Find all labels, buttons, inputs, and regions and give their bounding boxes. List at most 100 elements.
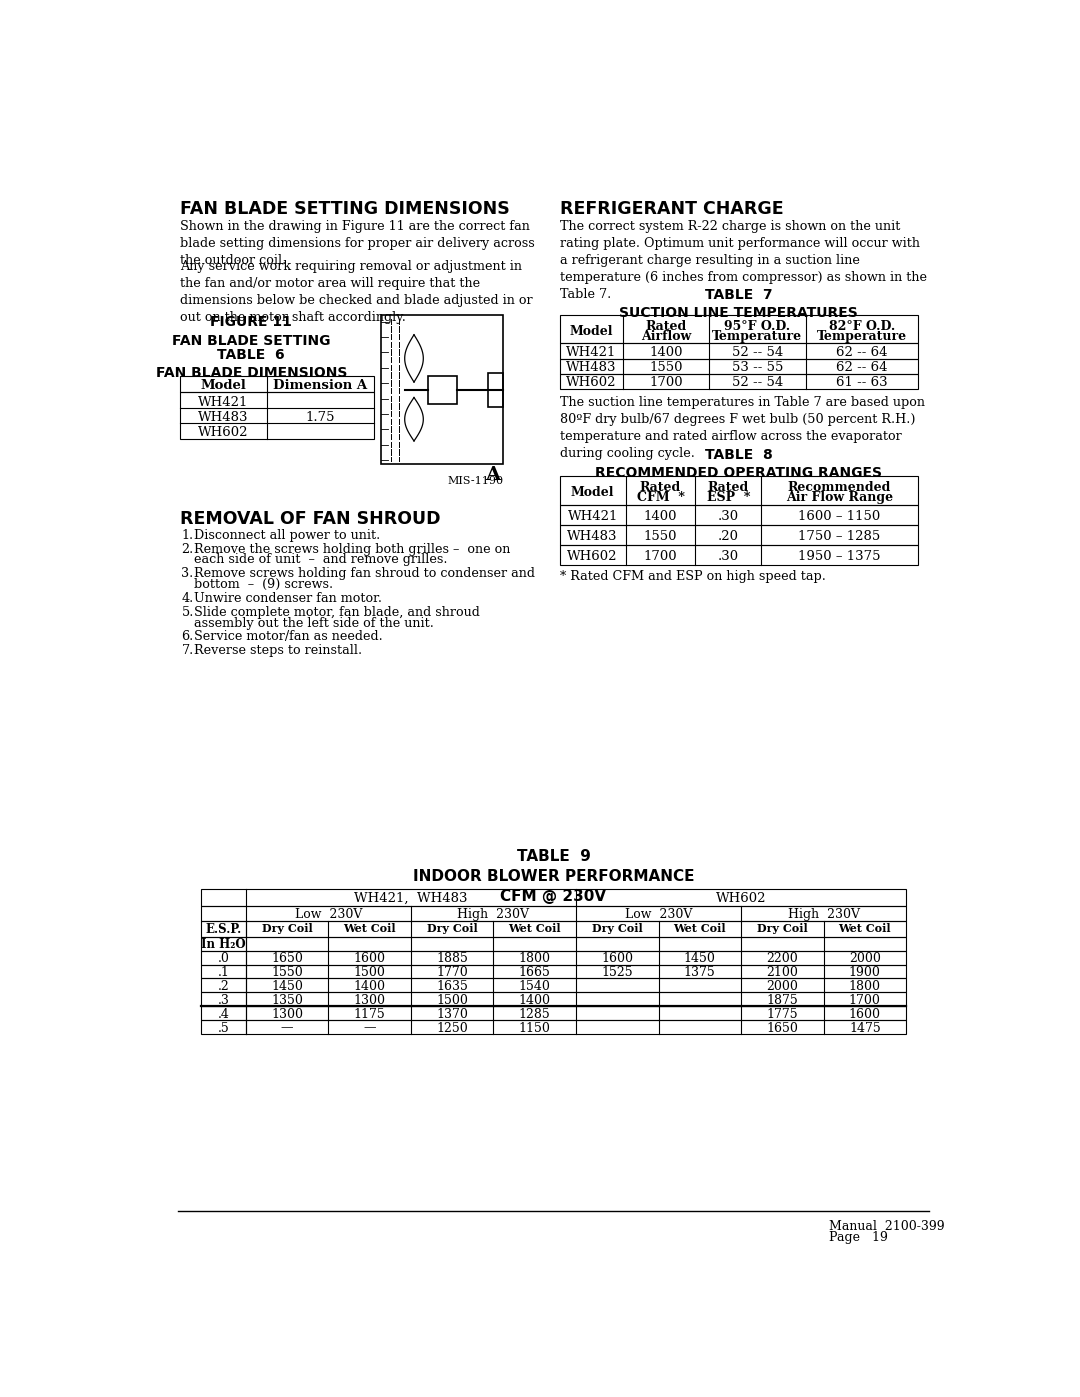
Text: 95°F O.D.: 95°F O.D.	[725, 320, 791, 332]
Text: TABLE  7
SUCTION LINE TEMPERATURES: TABLE 7 SUCTION LINE TEMPERATURES	[619, 288, 859, 320]
Text: TABLE  6
FAN BLADE DIMENSIONS: TABLE 6 FAN BLADE DIMENSIONS	[156, 348, 347, 380]
Text: 1.75: 1.75	[306, 411, 335, 423]
Text: 5.: 5.	[181, 606, 194, 619]
Text: 1775: 1775	[767, 1007, 798, 1021]
Text: 53 -- 55: 53 -- 55	[731, 360, 783, 374]
Text: WH602: WH602	[567, 549, 618, 563]
Text: 1400: 1400	[649, 345, 683, 359]
Text: E.S.P.: E.S.P.	[205, 923, 242, 936]
Text: assembly out the left side of the unit.: assembly out the left side of the unit.	[194, 616, 434, 630]
Text: 1370: 1370	[436, 1007, 468, 1021]
Text: 2200: 2200	[767, 953, 798, 965]
Text: .0: .0	[217, 953, 229, 965]
Text: WH483: WH483	[567, 529, 618, 542]
Text: High  230V: High 230V	[458, 908, 529, 922]
Text: Any service work requiring removal or adjustment in
the fan and/or motor area wi: Any service work requiring removal or ad…	[180, 260, 532, 324]
Text: 82°F O.D.: 82°F O.D.	[828, 320, 895, 332]
Text: 1400: 1400	[353, 979, 386, 993]
Text: WH483: WH483	[566, 360, 617, 374]
Text: Temperature: Temperature	[713, 330, 802, 344]
Text: Airflow: Airflow	[640, 330, 691, 344]
Text: Wet Coil: Wet Coil	[343, 923, 396, 935]
Text: WH602: WH602	[199, 426, 248, 440]
Text: CFM  *: CFM *	[636, 490, 685, 504]
Text: 1475: 1475	[849, 1021, 880, 1035]
Bar	[559, 316, 918, 344]
Bar	[201, 1006, 906, 1020]
Bar	[559, 525, 918, 545]
Text: 1525: 1525	[602, 967, 633, 979]
Text: 62 -- 64: 62 -- 64	[836, 360, 888, 374]
Text: Low  230V: Low 230V	[295, 908, 362, 922]
Text: Service motor/fan as needed.: Service motor/fan as needed.	[194, 630, 382, 644]
Text: The correct system R-22 charge is shown on the unit
rating plate. Optimum unit p: The correct system R-22 charge is shown …	[559, 219, 927, 300]
Text: Air Flow Range: Air Flow Range	[786, 490, 893, 504]
Text: Model: Model	[201, 379, 246, 391]
Text: 6.: 6.	[181, 630, 193, 644]
Text: 3.: 3.	[181, 567, 193, 580]
Bar	[201, 992, 906, 1006]
Text: 1300: 1300	[271, 1007, 303, 1021]
Text: 1770: 1770	[436, 967, 468, 979]
Text: 1500: 1500	[436, 993, 468, 1007]
Text: 7.: 7.	[181, 644, 193, 657]
Text: 1700: 1700	[644, 549, 677, 563]
Text: Manual  2100-399: Manual 2100-399	[828, 1220, 944, 1234]
Text: High  230V: High 230V	[787, 908, 860, 922]
Text: 1400: 1400	[644, 510, 677, 522]
Text: 52 -- 54: 52 -- 54	[732, 345, 783, 359]
Text: Dry Coil: Dry Coil	[757, 923, 808, 935]
Text: WH421: WH421	[566, 345, 617, 359]
Bar	[201, 922, 906, 937]
Text: Rated: Rated	[645, 320, 687, 332]
Text: 1400: 1400	[518, 993, 551, 1007]
Text: —: —	[281, 1021, 294, 1035]
Text: * Rated CFM and ESP on high speed tap.: * Rated CFM and ESP on high speed tap.	[559, 570, 825, 583]
Text: 2.: 2.	[181, 542, 193, 556]
Text: Rated: Rated	[707, 481, 748, 495]
Text: .2: .2	[217, 979, 229, 993]
Text: ESP  *: ESP *	[706, 490, 750, 504]
Text: 1700: 1700	[849, 993, 881, 1007]
Text: 1500: 1500	[353, 967, 386, 979]
Bar	[559, 374, 918, 390]
Text: MIS-1190: MIS-1190	[447, 476, 503, 486]
Text: Dry Coil: Dry Coil	[427, 923, 477, 935]
Text: 1650: 1650	[767, 1021, 798, 1035]
Text: each side of unit  –  and remove grilles.: each side of unit – and remove grilles.	[194, 553, 447, 566]
Text: In H₂O: In H₂O	[201, 939, 245, 951]
Text: FAN BLADE SETTING DIMENSIONS: FAN BLADE SETTING DIMENSIONS	[180, 200, 510, 218]
Text: .5: .5	[217, 1021, 229, 1035]
Text: 1800: 1800	[849, 979, 881, 993]
Text: .30: .30	[718, 510, 739, 522]
Text: REFRIGERANT CHARGE: REFRIGERANT CHARGE	[559, 200, 783, 218]
Text: 1300: 1300	[353, 993, 386, 1007]
Text: The suction line temperatures in Table 7 are based upon
80ºF dry bulb/67 degrees: The suction line temperatures in Table 7…	[559, 395, 924, 460]
Text: WH421,  WH483: WH421, WH483	[354, 893, 468, 905]
Text: 52 -- 54: 52 -- 54	[732, 376, 783, 390]
Bar	[559, 504, 918, 525]
Text: WH421: WH421	[199, 395, 248, 408]
Text: FIGURE 11
FAN BLADE SETTING: FIGURE 11 FAN BLADE SETTING	[172, 316, 330, 348]
Bar	[559, 475, 918, 504]
Text: Unwire condenser fan motor.: Unwire condenser fan motor.	[194, 592, 382, 605]
Text: .20: .20	[718, 529, 739, 542]
Bar	[201, 888, 906, 907]
Text: 1285: 1285	[518, 1007, 551, 1021]
Text: 1550: 1550	[644, 529, 677, 542]
Text: —: —	[363, 1021, 376, 1035]
Text: 1635: 1635	[436, 979, 468, 993]
Text: 1450: 1450	[271, 979, 303, 993]
Text: 1550: 1550	[649, 360, 683, 374]
Text: 1540: 1540	[518, 979, 551, 993]
Text: Shown in the drawing in Figure 11 are the correct fan
blade setting dimensions f: Shown in the drawing in Figure 11 are th…	[180, 219, 535, 267]
Text: TABLE  8
RECOMMENDED OPERATING RANGES: TABLE 8 RECOMMENDED OPERATING RANGES	[595, 448, 882, 481]
Bar	[201, 978, 906, 992]
Text: Wet Coil: Wet Coil	[838, 923, 891, 935]
Text: 1665: 1665	[518, 967, 551, 979]
Bar	[180, 376, 374, 393]
Text: Remove screws holding fan shroud to condenser and: Remove screws holding fan shroud to cond…	[194, 567, 535, 580]
Bar	[559, 545, 918, 564]
Text: 1.: 1.	[181, 529, 193, 542]
Text: Dry Coil: Dry Coil	[261, 923, 312, 935]
